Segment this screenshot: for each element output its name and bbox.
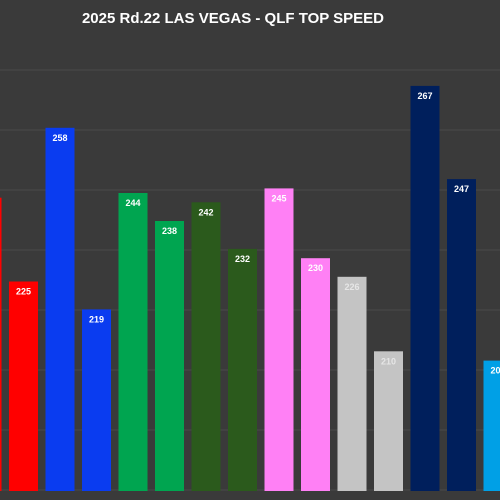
- bar-value-label: 247: [454, 184, 469, 194]
- bar-value-label: 225: [16, 287, 31, 297]
- bar-value-label: 244: [125, 198, 140, 208]
- bar-value-label: 245: [271, 193, 286, 203]
- bar: [264, 188, 294, 491]
- bars-layer: 225 258 219 244 238 242 232 245 230 226 210 267 247 2…: [0, 85, 500, 492]
- bar: [45, 127, 75, 492]
- bar-value-label: 226: [344, 282, 359, 292]
- bar-value-label: 238: [162, 226, 177, 236]
- bar: [301, 258, 330, 491]
- bar: [228, 248, 257, 491]
- bar: [483, 360, 500, 491]
- bar: [374, 351, 403, 491]
- bar: [155, 221, 184, 491]
- bar-value-label: 242: [198, 207, 213, 217]
- bar-value-label: 258: [52, 133, 67, 143]
- bar: [447, 179, 476, 491]
- bar: [82, 309, 111, 491]
- bar: [410, 85, 440, 492]
- bar: [0, 197, 2, 491]
- bar: [337, 276, 367, 491]
- bar-value-label: 208: [490, 366, 500, 376]
- bar-value-label: 219: [89, 314, 104, 324]
- bar-value-label: 210: [381, 356, 396, 366]
- bar-value-label: 267: [417, 91, 432, 101]
- bar: [9, 281, 38, 491]
- chart-title: 2025 Rd.22 LAS VEGAS - QLF TOP SPEED: [82, 10, 384, 27]
- bar: [118, 193, 148, 491]
- bar-value-label: 230: [308, 263, 323, 273]
- bar-value-label: 232: [235, 254, 250, 264]
- bar: [191, 202, 221, 492]
